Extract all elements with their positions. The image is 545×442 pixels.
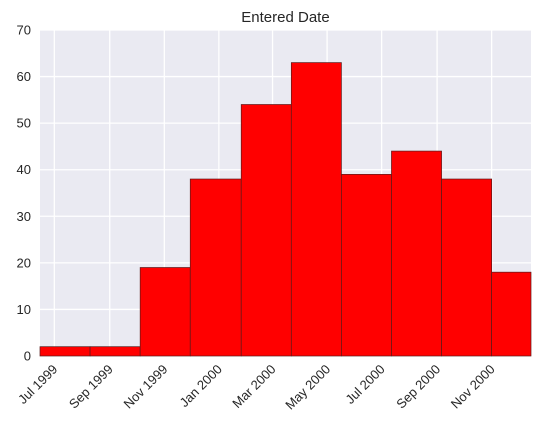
bar-2 (89, 346, 141, 357)
x-tick-label: Mar 2000 (229, 362, 278, 411)
y-tick-label: 30 (17, 209, 31, 224)
bar-6 (290, 62, 342, 357)
x-tick-label: Nov 2000 (448, 362, 498, 412)
y-tick-label: 70 (17, 23, 31, 38)
y-axis-ticks: 0 10 20 30 40 50 60 70 (17, 23, 31, 364)
bar-8 (391, 150, 442, 357)
y-tick-label: 50 (17, 116, 31, 131)
bar-7 (341, 174, 392, 357)
x-tick-label: Nov 1999 (120, 362, 170, 412)
y-tick-label: 10 (17, 302, 31, 317)
bar-10 (491, 271, 532, 357)
y-tick-label: 0 (24, 349, 31, 364)
x-tick-label: Jan 2000 (177, 362, 225, 410)
bar-9 (441, 178, 492, 357)
y-tick-label: 20 (17, 255, 31, 270)
bars (39, 62, 532, 357)
bar-3 (139, 267, 191, 357)
bar-1 (39, 346, 91, 357)
x-tick-label: Sep 2000 (393, 362, 443, 412)
y-tick-label: 40 (17, 162, 31, 177)
chart-title: Entered Date (241, 9, 329, 26)
x-tick-label: May 2000 (282, 362, 333, 413)
x-tick-label: Sep 1999 (66, 362, 116, 412)
bar-4 (189, 178, 242, 357)
bar-5 (240, 104, 292, 357)
x-tick-label: Jul 1999 (15, 362, 60, 407)
y-tick-label: 60 (17, 69, 31, 84)
x-axis-ticks: Jul 1999 Sep 1999 Nov 1999 Jan 2000 Mar 2000… (15, 362, 498, 413)
x-tick-label: Jul 2000 (342, 362, 387, 407)
